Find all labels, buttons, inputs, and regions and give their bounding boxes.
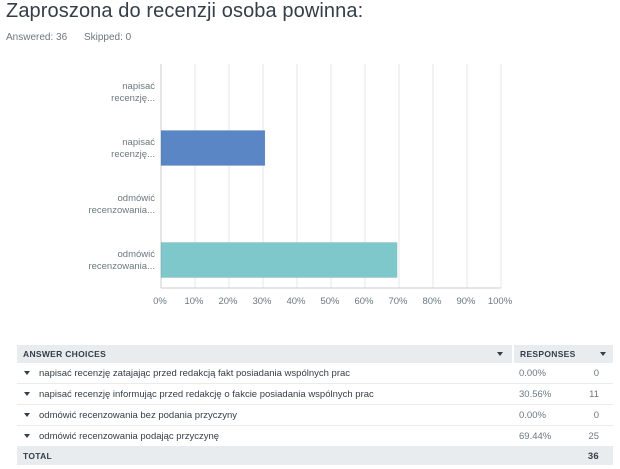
x-tick-label: 20% xyxy=(218,296,238,307)
y-category-label: napisać xyxy=(122,81,155,92)
response-percent: 69.44% xyxy=(519,430,552,442)
bar-chart: 0% 10% 20% 30% 40% 50% 60% 70% 80% 90% 100% napisać… xyxy=(88,64,513,307)
expand-arrow-icon[interactable] xyxy=(24,434,30,438)
sort-caret-icon[interactable] xyxy=(600,352,606,356)
answered-count: Answered: 36 xyxy=(6,32,68,43)
table-header: ANSWER CHOICES RESPONSES xyxy=(17,345,613,363)
y-category-label: napisać xyxy=(122,137,155,148)
response-count: 11 xyxy=(589,388,599,400)
y-category-label: odmówić xyxy=(118,193,156,204)
response-count: 0 xyxy=(593,367,599,379)
x-tick-label: 100% xyxy=(488,296,513,307)
expand-arrow-icon[interactable] xyxy=(24,371,30,375)
x-tick-label: 0% xyxy=(153,296,167,307)
response-summary: Answered: 36 Skipped: 0 xyxy=(6,32,131,43)
response-count: 0 xyxy=(593,409,599,421)
responses-header-label: RESPONSES xyxy=(520,349,576,359)
answer-choices-header-label: ANSWER CHOICES xyxy=(23,349,107,359)
table-row: odmówić recenzowania bez podania przyczy… xyxy=(17,405,613,426)
answer-choice-label: napisać recenzję zatajając przed redakcj… xyxy=(39,367,351,379)
x-tick-label: 90% xyxy=(456,296,476,307)
y-category-label: recenzję... xyxy=(111,149,155,160)
answer-table: ANSWER CHOICES RESPONSES napisać recenzj… xyxy=(17,345,613,465)
total-value: 36 xyxy=(587,450,599,462)
x-tick-label: 70% xyxy=(388,296,408,307)
answer-choices-header[interactable]: ANSWER CHOICES xyxy=(17,345,514,363)
response-percent: 0.00% xyxy=(519,367,546,379)
response-percent: 0.00% xyxy=(519,409,546,421)
x-tick-label: 80% xyxy=(422,296,442,307)
table-total-row: TOTAL 36 xyxy=(17,447,613,465)
x-tick-label: 10% xyxy=(184,296,204,307)
table-row: napisać recenzję informując przed redakc… xyxy=(17,384,613,405)
bar[interactable] xyxy=(160,130,266,166)
y-category-label: recenzję... xyxy=(111,93,155,104)
answer-choice-label: napisać recenzję informując przed redakc… xyxy=(39,388,374,400)
table-row: napisać recenzję zatajając przed redakcj… xyxy=(17,363,613,384)
expand-arrow-icon[interactable] xyxy=(24,392,30,396)
y-category-label: recenzowania... xyxy=(88,205,155,216)
answer-choice-label: odmówić recenzowania podając przyczynę xyxy=(39,430,220,442)
x-tick-label: 50% xyxy=(320,296,340,307)
x-tick-label: 30% xyxy=(252,296,272,307)
response-count: 25 xyxy=(588,430,599,442)
response-percent: 30.56% xyxy=(519,388,552,400)
skipped-count: Skipped: 0 xyxy=(83,32,132,43)
y-category-label: odmówić xyxy=(118,249,156,260)
table-row: odmówić recenzowania podając przyczynę 69… xyxy=(17,426,613,447)
bar[interactable] xyxy=(160,242,398,278)
total-label: TOTAL xyxy=(23,451,53,461)
y-category-label: recenzowania... xyxy=(88,261,155,272)
x-tick-label: 60% xyxy=(354,296,374,307)
expand-arrow-icon[interactable] xyxy=(24,413,30,417)
sort-caret-icon[interactable] xyxy=(497,352,503,356)
answer-choice-label: odmówić recenzowania bez podania przyczy… xyxy=(39,409,238,421)
x-tick-label: 40% xyxy=(286,296,306,307)
question-title: Zaproszona do recenzji osoba powinna: xyxy=(6,0,364,22)
responses-header[interactable]: RESPONSES xyxy=(514,345,613,363)
